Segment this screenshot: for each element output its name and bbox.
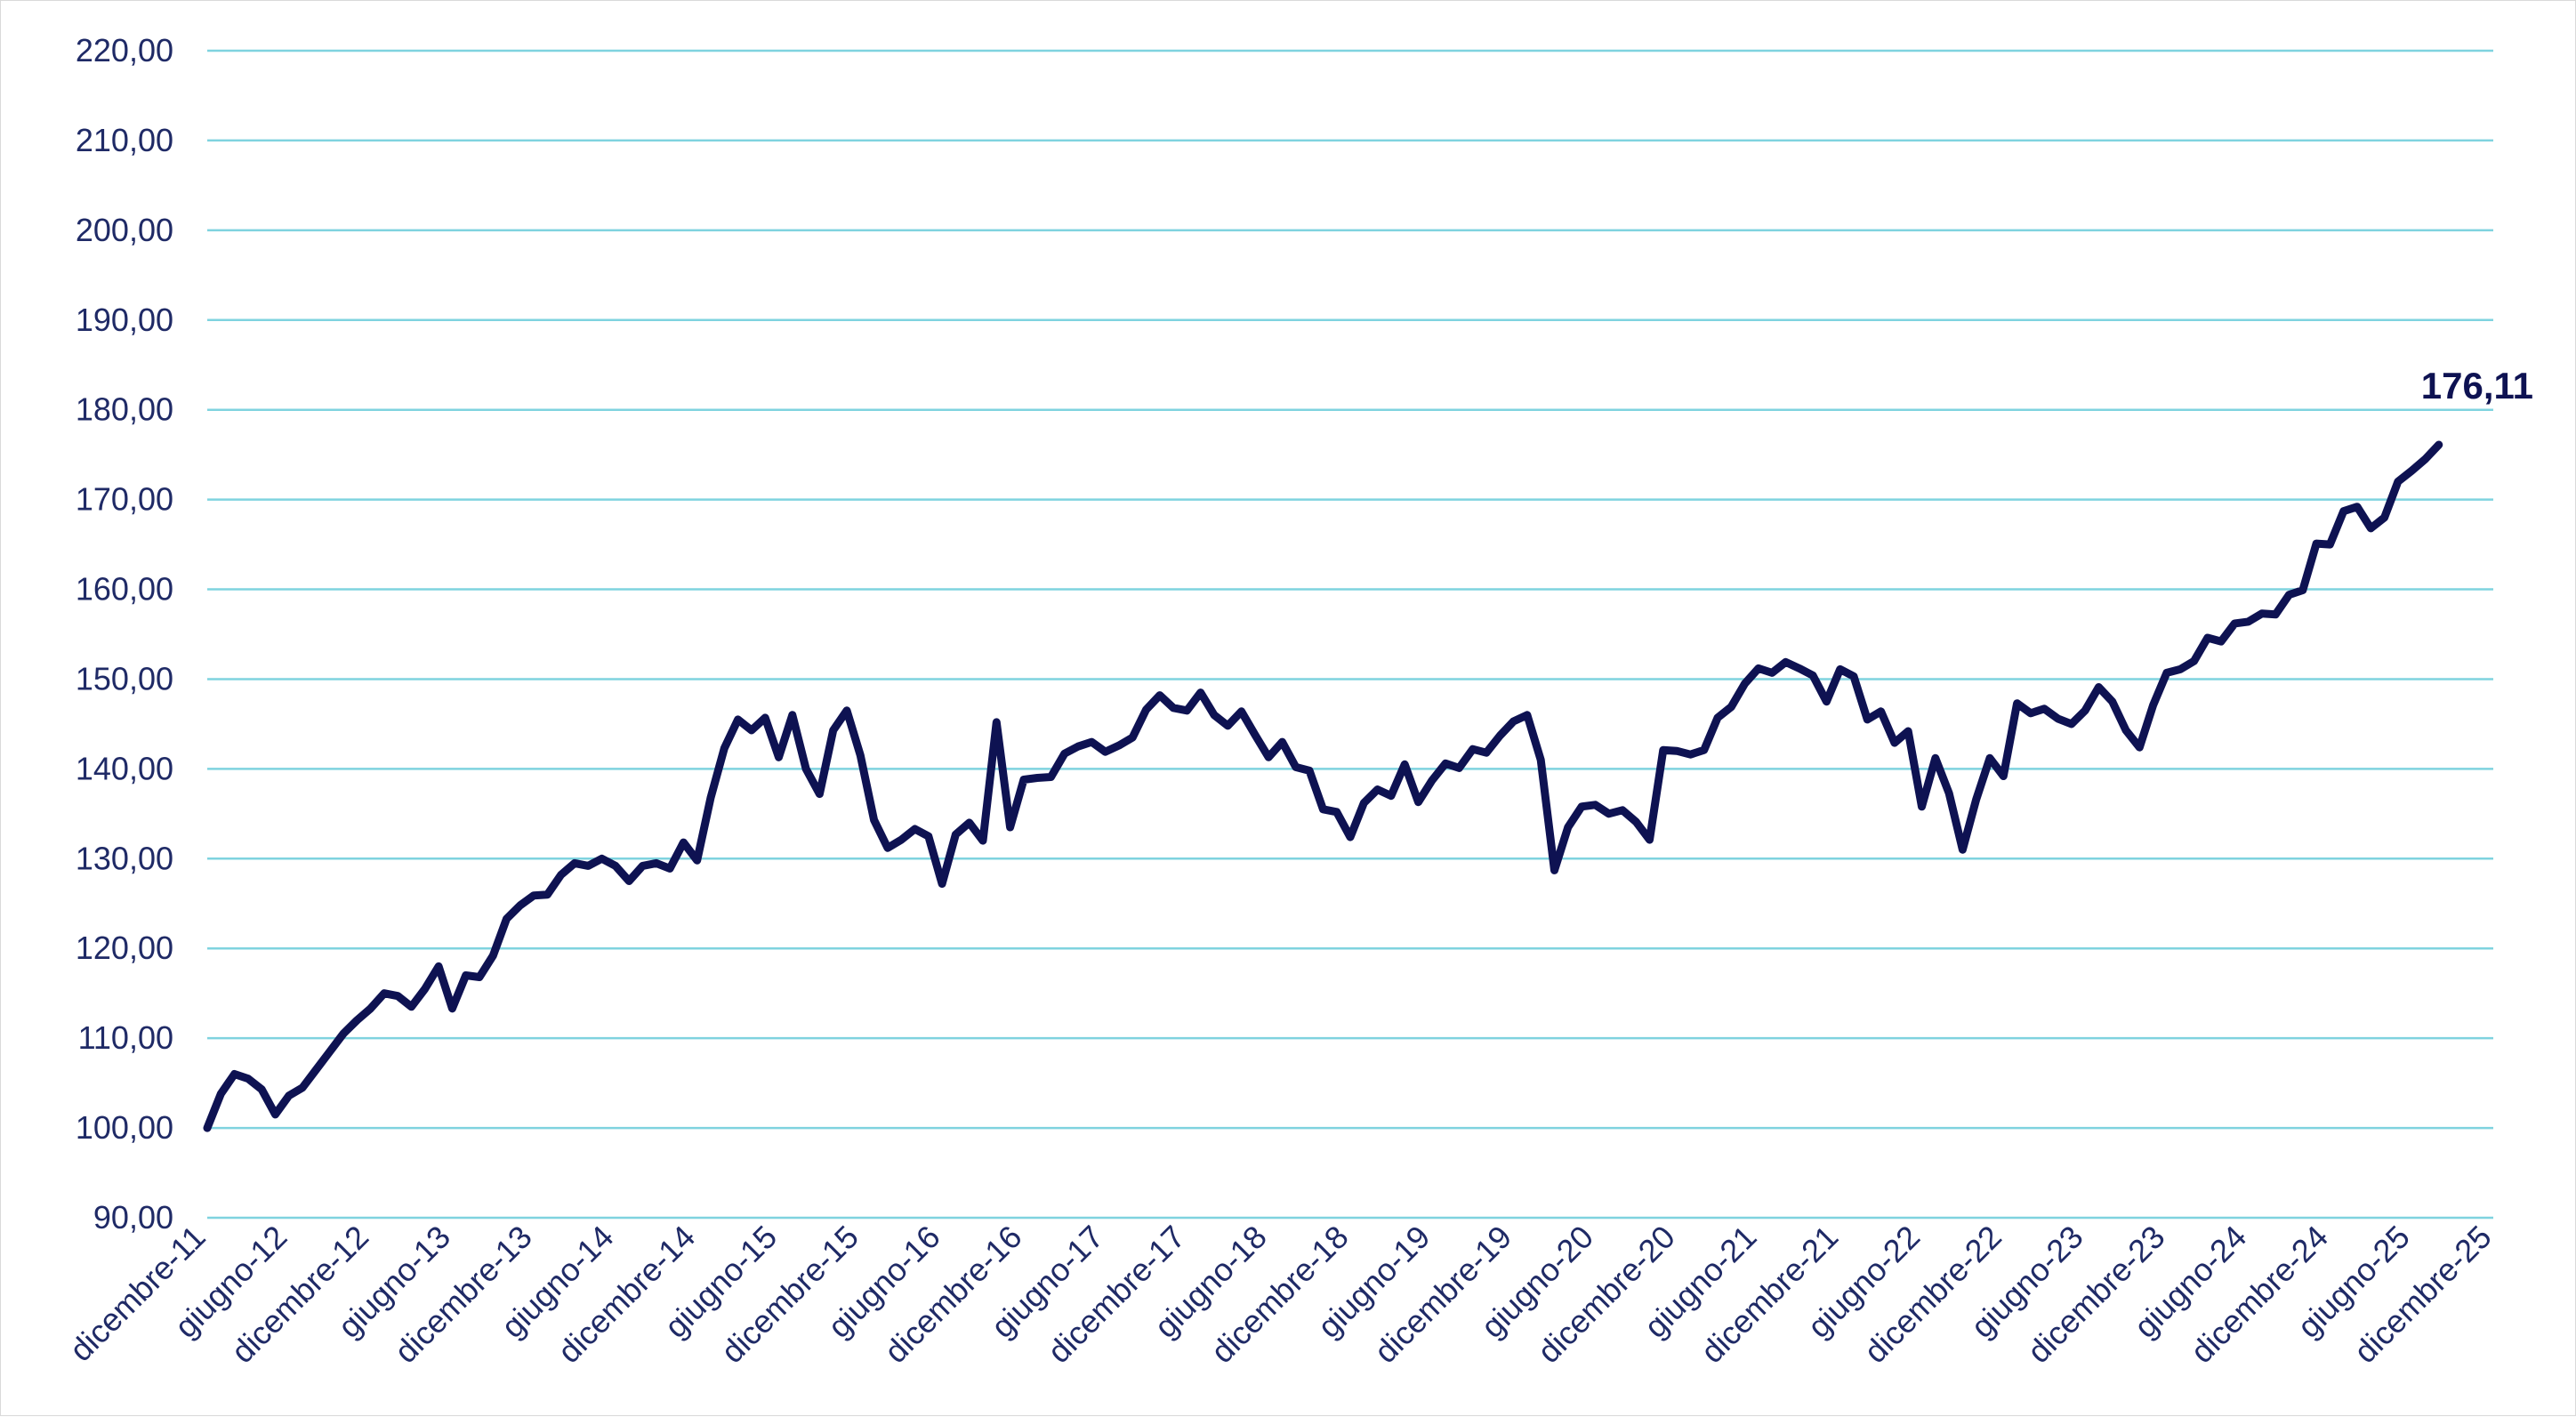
y-tick-label: 210,00 [76,122,173,158]
y-tick-label: 140,00 [76,750,173,786]
y-tick-label: 170,00 [76,481,173,518]
series-line [203,440,2443,1132]
y-tick-label: 200,00 [76,212,173,248]
y-tick-label: 180,00 [76,391,173,428]
end-value-label: 176,11 [2421,365,2533,407]
y-tick-label: 160,00 [76,571,173,608]
series-layer [203,440,2443,1132]
gridlines [207,49,2493,1220]
y-tick-label: 90,00 [93,1199,173,1236]
y-tick-label: 190,00 [76,302,173,338]
y-tick-label: 100,00 [76,1109,173,1146]
x-tick-label: dicembre-11 [62,1219,213,1369]
y-tick-label: 110,00 [78,1019,173,1056]
x-axis-tick-labels: dicembre-11giugno-12dicembre-12giugno-13… [62,1219,2499,1370]
y-axis-tick-labels: 90,00 100,00 110,00 120,00 130,00 140,00 150,0… [76,32,173,1236]
y-tick-label: 130,00 [76,840,173,876]
y-tick-label: 120,00 [76,930,173,966]
y-tick-label: 150,00 [76,660,173,696]
y-tick-label: 220,00 [76,32,173,68]
